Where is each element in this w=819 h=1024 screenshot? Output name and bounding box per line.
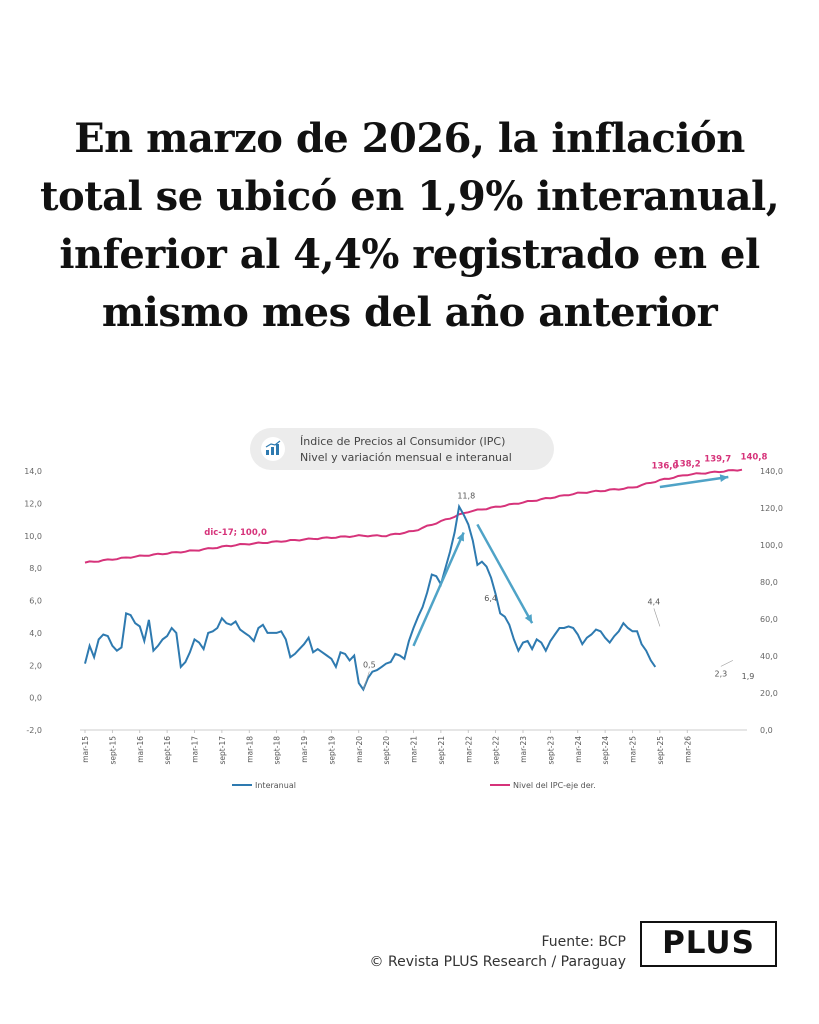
x-tick-label: mar-22 [464,736,473,763]
x-tick-label: mar-20 [355,736,364,763]
y-right-tick-label: 20,0 [760,689,778,698]
arrow-up [412,532,465,647]
annotation-leader [363,671,370,690]
interanual-data-label: 6,4 [484,594,497,603]
x-tick-label: sept-21 [437,736,446,765]
x-tick-label: mar-15 [81,736,90,763]
x-tick-label: sept-24 [601,736,610,765]
y-right-tick-label: 120,0 [760,504,783,513]
x-tick-label: mar-19 [300,736,309,763]
x-tick-label: sept-19 [327,736,336,765]
y-right-tick-label: 140,0 [760,467,783,476]
interanual-data-label: 0,5 [363,661,376,670]
headline-line-1: En marzo de 2026, la inflación [74,115,745,162]
interanual-data-label: 1,9 [742,672,755,681]
y-left-tick-label: 2,0 [29,661,42,670]
annotation-leader [653,608,661,627]
y-left-tick-label: 10,0 [24,532,42,541]
nivel-series-line [84,468,743,564]
plus-logo: PLUS [640,921,777,967]
y-left-tick-label: -2,0 [26,726,42,735]
y-left-tick-label: 6,0 [29,597,42,606]
x-tick-label: sept-20 [382,736,391,765]
series-group [84,468,743,692]
interanual-data-label: 11,8 [457,492,475,501]
x-tick-label: mar-17 [191,736,200,763]
x-tick-label: sept-17 [218,736,227,765]
nivel-data-label: 140,8 [741,453,768,463]
x-tick-label: mar-18 [245,736,254,763]
source-text: Fuente: BCP [541,934,627,950]
y-right-tick-label: 0,0 [760,726,773,735]
y-left-tick-label: 4,0 [29,629,42,638]
x-axis: mar-15 sept-15 mar-16 sept-16 mar-17 sept-17 m… [80,729,747,765]
nivel-data-label: 136,0 [652,461,679,471]
interanual-series-line [84,503,657,692]
headline-line-4: mismo mes del año anterior [101,289,718,336]
arrow-nivel-head [719,474,729,483]
x-tick-label: mar-24 [574,736,583,763]
arrow-up-head [456,532,464,542]
x-tick-label: sept-16 [163,736,172,765]
x-tick-label: sept-25 [656,736,665,765]
headline-line-3: inferior al 4,4% registrado en el [59,231,760,278]
nivel-data-label: dic-17; 100,0 [204,528,267,538]
y-left-tick-label: 8,0 [29,564,42,573]
x-tick-label: mar-16 [136,736,145,763]
y-right-tick-label: 40,0 [760,652,778,661]
y-left-tick-label: 0,0 [29,694,42,703]
legend-interanual-label: Interanual [255,781,296,790]
y-left-tick-label: 14,0 [24,467,42,476]
y-left-tick-label: 12,0 [24,499,42,508]
headline: En marzo de 2026, la inflación total se … [40,110,780,342]
x-tick-label: mar-25 [629,736,638,763]
interanual-data-label: 2,3 [715,669,728,678]
x-tick-label: mar-23 [519,736,528,763]
bar-chart-icon [265,440,281,455]
y-axis-right: 0,0 20,0 40,0 60,0 80,0 100,0 120,0 140,0 [760,467,783,735]
arrow-down-head [524,614,533,624]
footer-credits: Fuente: BCP © Revista PLUS Research / Pa… [370,932,626,972]
x-tick-label: sept-15 [108,736,117,765]
chart-title: Índice de Precios al Consumidor (IPC) [300,435,505,448]
y-right-tick-label: 60,0 [760,615,778,624]
x-tick-label: sept-22 [492,736,501,765]
y-right-tick-label: 80,0 [760,578,778,587]
x-tick-label: sept-23 [546,736,555,765]
chart-title-pill [250,428,554,470]
arrow-nivel [659,475,729,489]
x-tick-label: sept-18 [273,736,282,765]
annotations: 11,8 6,4 0,5 4,4 2,3 1,9 dic-17; 100,0 136,0138… [204,453,768,690]
copyright-text: © Revista PLUS Research / Paraguay [369,954,626,970]
ipc-chart: Índice de Precios al Consumidor (IPC) Ni… [24,428,783,790]
arrow-down [476,523,534,624]
y-axis-left: -2,0 0,0 2,0 4,0 6,0 8,0 10,0 12,0 14,0 [24,467,42,735]
x-tick-label: mar-26 [683,736,692,763]
x-tick-label: mar-21 [410,736,419,763]
headline-line-2: total se ubicó en 1,9% interanual, [40,173,780,220]
trend-arrows [412,474,729,647]
legend-nivel-label: Nivel del IPC-eje der. [513,781,596,790]
annotation-leader [720,660,734,667]
nivel-data-label: 139,7 [704,455,731,465]
interanual-data-label: 4,4 [648,597,661,606]
nivel-data-label: 138,2 [674,459,701,469]
chart-subtitle: Nivel y variación mensual e interanual [300,451,512,464]
y-right-tick-label: 100,0 [760,541,783,550]
